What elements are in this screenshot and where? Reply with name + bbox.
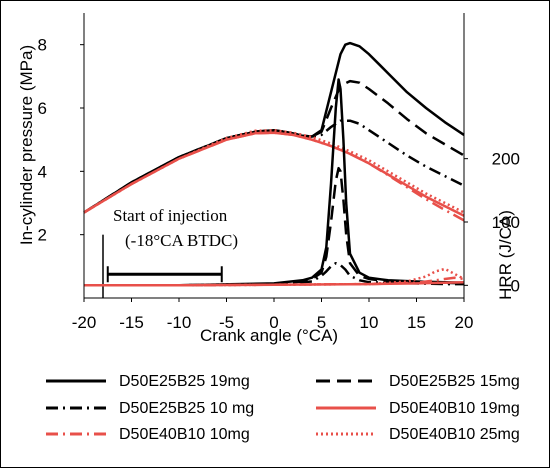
legend-label: D50E40B10 10mg: [119, 426, 250, 443]
axes-layer: -20 -15 -10 -5 0 5 10 15 20 2 4 6 8 0 100 200: [38, 13, 520, 332]
x-tick-label: -20: [72, 313, 97, 332]
legend: D50E25B25 19mg D50E25B25 15mg D50E25B25 10…: [46, 373, 520, 443]
x-tick-label: 5: [317, 313, 326, 332]
x-tick-label: -15: [119, 313, 144, 332]
x-tick-label: 0: [269, 313, 278, 332]
x-tick-label: 15: [407, 313, 426, 332]
series-line: [83, 131, 465, 222]
y-right-tick-label: 100: [492, 213, 520, 232]
y-left-tick-label: 8: [38, 36, 47, 55]
legend-label: D50E25B25 15mg: [389, 373, 520, 390]
y-axis-left-title: In-cylinder pressure (MPa): [17, 45, 36, 245]
x-tick-label: 10: [360, 313, 379, 332]
injection-annotation: Start of injection (-18°CA BTDC): [102, 206, 238, 298]
annotation-line-2: (-18°CA BTDC): [125, 231, 238, 250]
series-line: [84, 78, 465, 287]
y-left-tick-label: 6: [38, 99, 47, 118]
y-right-tick-label: 200: [492, 150, 520, 169]
series-line: [83, 79, 465, 214]
legend-label: D50E40B10 25mg: [389, 426, 520, 443]
legend-label: D50E25B25 10 mg: [119, 400, 254, 417]
y-left-tick-label: 4: [38, 162, 47, 181]
series-line: [84, 276, 465, 287]
x-tick-label: 20: [455, 313, 474, 332]
y-axis-right-title: HRR (J/CA): [496, 210, 515, 300]
x-axis-title: Crank angle (°CA): [200, 326, 338, 345]
y-right-tick-label: 0: [511, 276, 520, 295]
legend-label: D50E40B10 19mg: [389, 400, 520, 417]
x-tick-label: -5: [219, 313, 234, 332]
annotation-line-1: Start of injection: [113, 206, 228, 225]
y-left-tick-label: 2: [38, 226, 47, 245]
legend-label: D50E25B25 19mg: [119, 373, 250, 390]
series-line: [83, 119, 465, 214]
series-line: [83, 131, 465, 217]
series-line: [83, 128, 465, 214]
series-layer: [83, 41, 465, 287]
x-tick-label: -10: [167, 313, 192, 332]
